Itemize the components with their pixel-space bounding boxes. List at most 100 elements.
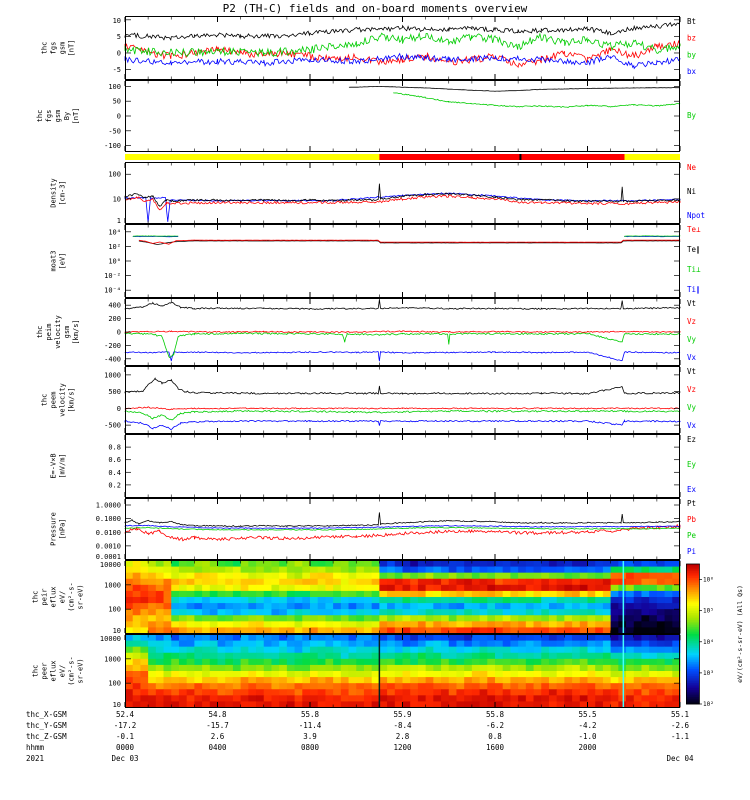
- svg-text:Pe: Pe: [687, 531, 697, 540]
- axis-tick-value: 55.1: [670, 710, 690, 719]
- svg-text:10000: 10000: [100, 635, 121, 643]
- svg-text:by: by: [687, 50, 697, 59]
- axis-tick-value: 2.6: [210, 732, 225, 741]
- svg-text:Vz: Vz: [687, 317, 696, 326]
- axis-row-label: thc_Y-GSM: [26, 721, 67, 730]
- svg-text:10000: 10000: [100, 561, 121, 569]
- axis-tick-value: 2.8: [395, 732, 410, 741]
- svg-text:Density: Density: [50, 178, 58, 208]
- svg-text:200: 200: [108, 315, 121, 323]
- axis-tick-value: -1.1: [670, 732, 690, 741]
- svg-text:10⁻²: 10⁻²: [104, 272, 121, 280]
- svg-text:0: 0: [117, 49, 121, 57]
- svg-text:400: 400: [108, 302, 121, 310]
- svg-text:-400: -400: [104, 355, 121, 363]
- svg-text:10²: 10²: [703, 701, 714, 708]
- axis-tick-value: 2000: [578, 743, 597, 752]
- panel-mode-bar: [0, 152, 750, 162]
- svg-text:10⁶: 10⁶: [703, 577, 714, 584]
- axis-row: hhmm 0000 0400 0800 1200 1600 2000: [0, 743, 750, 754]
- svg-text:Vx: Vx: [687, 353, 697, 362]
- svg-text:10⁰: 10⁰: [108, 258, 121, 266]
- svg-text:peer: peer: [41, 663, 49, 680]
- svg-text:100: 100: [108, 606, 121, 614]
- svg-text:0.0001: 0.0001: [96, 553, 121, 560]
- svg-text:100: 100: [108, 171, 121, 179]
- svg-text:Ni: Ni: [687, 187, 696, 196]
- svg-text:thc: thc: [36, 110, 44, 123]
- axis-tick-value: -0.1: [115, 732, 135, 741]
- axis-tick-value: 1200: [393, 743, 412, 752]
- svg-text:10⁴: 10⁴: [108, 228, 121, 236]
- axis-tick-value: 54.8: [208, 710, 227, 719]
- svg-text:gsm: gsm: [63, 326, 71, 339]
- panel-fgs-bfield: 10 5 0 -5 thc fgs gsm [nT] Bt bz by bx: [0, 16, 750, 80]
- axis-tick-value: 0400: [208, 743, 227, 752]
- svg-text:100: 100: [108, 680, 121, 688]
- svg-text:Vx: Vx: [687, 421, 697, 430]
- svg-text:Npot: Npot: [687, 211, 705, 220]
- svg-text:fgs: fgs: [45, 110, 53, 123]
- axis-tick-value: 55.8: [300, 710, 320, 719]
- svg-text:1: 1: [117, 217, 121, 224]
- svg-text:Vz: Vz: [687, 385, 696, 394]
- svg-text:-200: -200: [104, 342, 121, 350]
- svg-text:gsm: gsm: [59, 42, 67, 55]
- svg-text:By: By: [63, 112, 71, 120]
- svg-text:-5: -5: [113, 66, 121, 74]
- panel-ion-velocity: 400 200 0 -200 -400 thc peim velocity gsm [km/s] V…: [0, 298, 750, 366]
- peer-plot-svg: 10000 1000 100 10 thc peer eflux eV/(cm²-s-sr-e…: [32, 634, 681, 708]
- svg-text:bz: bz: [687, 34, 696, 43]
- svg-text:1.0000: 1.0000: [96, 502, 121, 510]
- moat-plot-svg: 10⁴ 10² 10⁰ 10⁻² 10⁻⁴ moat3 [eV] Te⊥ Te∥ Ti⊥ Ti∥: [50, 224, 701, 298]
- axis-tick-value: 55.9: [393, 710, 412, 719]
- svg-text:5: 5: [117, 33, 121, 41]
- peir-plot-svg: 10000 1000 100 10 thc peir eflux eV/(cm²-s-sr-e…: [32, 560, 681, 634]
- svg-text:eV/: eV/: [59, 665, 67, 678]
- svg-text:0.0100: 0.0100: [96, 529, 121, 537]
- panel-density: 100 10 1 Density [cm-3] Ne Ni Npot: [0, 162, 750, 224]
- svg-text:thc: thc: [32, 591, 40, 604]
- panel-ion-spectrogram: 10000 1000 100 10 thc peir eflux eV/(cm²-s-sr-e…: [0, 560, 750, 634]
- svg-text:eV/(cm²-s-sr-eV) (All Qs): eV/(cm²-s-sr-eV) (All Qs): [736, 585, 744, 683]
- svg-text:0: 0: [117, 113, 121, 121]
- axis-tick-value: -1.0: [578, 732, 597, 741]
- svg-text:[nT]: [nT]: [72, 108, 80, 125]
- svg-text:[km/s]: [km/s]: [68, 387, 76, 412]
- axis-tick-value: Dec 04: [666, 754, 694, 763]
- svg-text:500: 500: [108, 388, 121, 396]
- svg-text:-500: -500: [104, 422, 121, 430]
- svg-text:1000: 1000: [104, 655, 121, 663]
- svg-text:-50: -50: [108, 127, 121, 135]
- axis-tick-value: -8.4: [393, 721, 412, 730]
- svg-text:Ez: Ez: [687, 435, 696, 444]
- svg-text:0.6: 0.6: [108, 456, 121, 464]
- svg-text:Pb: Pb: [687, 515, 697, 524]
- axis-tick-value: 0.8: [488, 732, 502, 741]
- axis-row-label: thc_Z-GSM: [26, 732, 67, 741]
- svg-text:Bt: Bt: [687, 17, 696, 26]
- svg-text:100: 100: [108, 83, 121, 91]
- svg-text:[km/s]: [km/s]: [72, 319, 80, 344]
- roi-plot-svg: [125, 154, 680, 160]
- axis-tick-value: -11.4: [298, 721, 322, 730]
- svg-text:1000: 1000: [104, 371, 121, 379]
- svg-text:1000: 1000: [104, 581, 121, 589]
- svg-text:sr-eV): sr-eV): [77, 658, 85, 683]
- svg-text:Pt: Pt: [687, 499, 696, 508]
- panel-pressure: 1.0000 0.1000 0.0100 0.0010 0.0001 Pressure [n…: [0, 498, 750, 560]
- svg-text:-100: -100: [104, 142, 121, 150]
- svg-text:fgs: fgs: [50, 42, 58, 55]
- axis-row: 2021 Dec 03 Dec 04: [0, 754, 750, 765]
- svg-text:peem: peem: [50, 392, 58, 409]
- axis-tick-value: -17.2: [113, 721, 137, 730]
- panel-electron-velocity: 1000 500 0 -500 thc peem velocity [km/s] Vt Vz Vy V…: [0, 366, 750, 434]
- panel-stack: 10 5 0 -5 thc fgs gsm [nT] Bt bz by bx 100 50 0 -50 -10…: [0, 16, 750, 708]
- axis-tick-value: 55.5: [578, 710, 597, 719]
- vi-plot-svg: 400 200 0 -200 -400 thc peim velocity gsm [km/s] V…: [36, 298, 697, 366]
- axis-tick-value: 0000: [115, 743, 135, 752]
- svg-text:0.0010: 0.0010: [96, 542, 121, 550]
- efield-plot-svg: 0.8 0.6 0.4 0.2 E=-V×B [mV/m] Ez Ey Ex: [50, 434, 697, 498]
- svg-text:Ne: Ne: [687, 163, 697, 172]
- svg-text:0.1000: 0.1000: [96, 515, 121, 523]
